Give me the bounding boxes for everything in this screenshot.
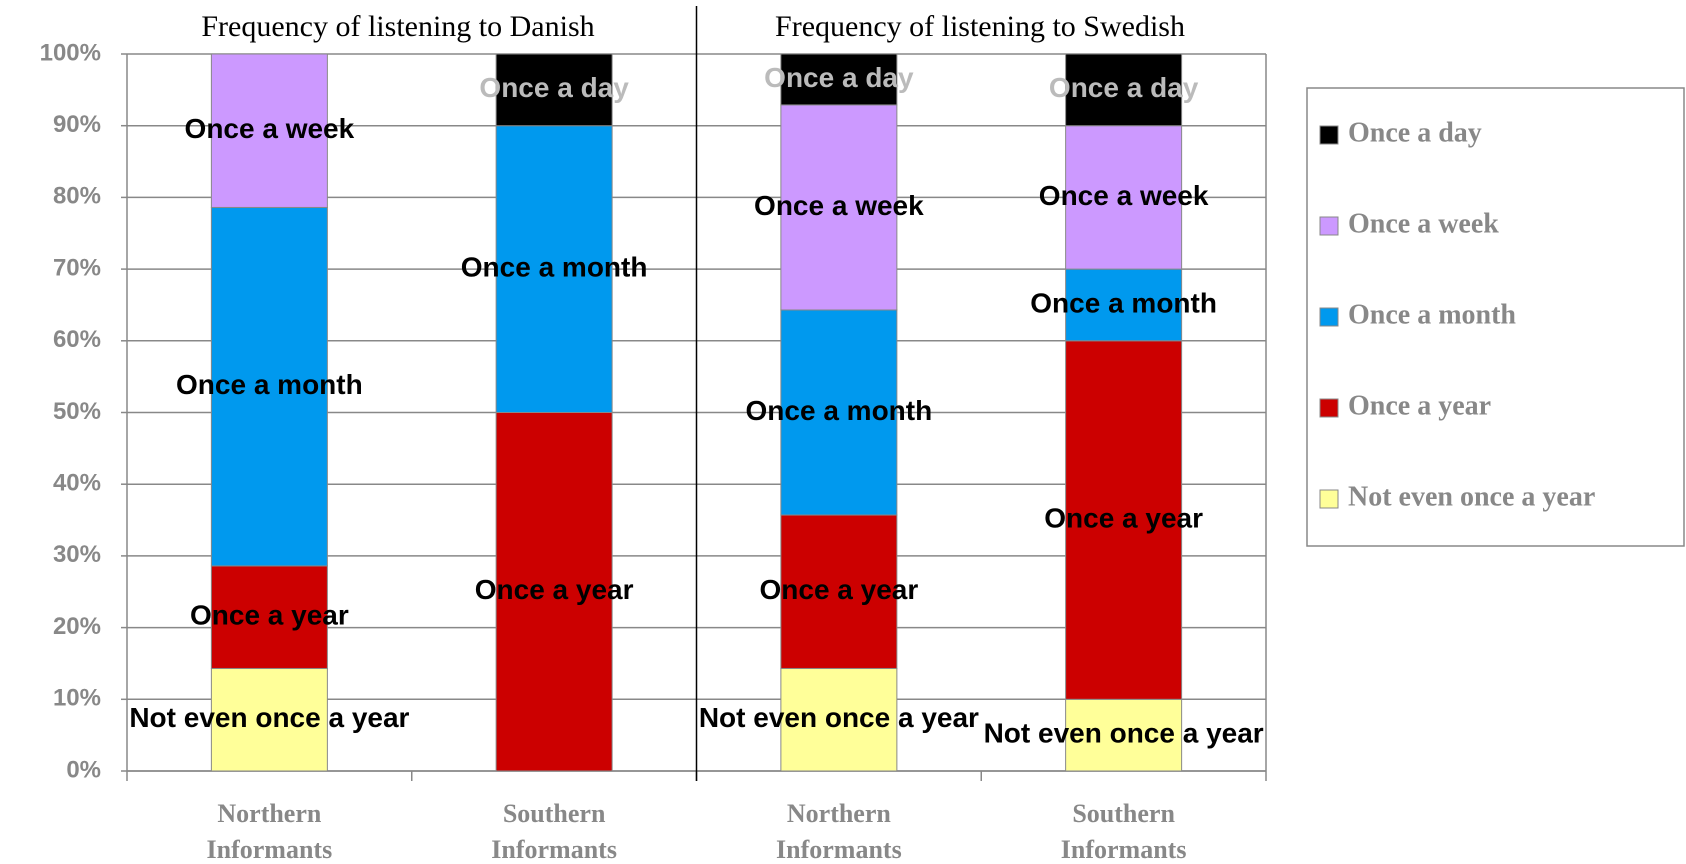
panel-title: Frequency of listening to Danish [201,10,594,43]
data-label: Once a week [754,190,924,221]
data-label: Once a month [176,369,363,400]
bar-segment [780,667,898,772]
bar-segment [210,53,328,208]
bar-segment [495,125,613,413]
legend-swatch [1319,307,1339,327]
bar-segment [780,53,898,106]
y-tick-label: 90% [53,111,101,138]
bar-segment [1065,340,1183,700]
data-label: Once a year [190,600,349,631]
bar-segment [210,667,328,772]
bar-segment [210,565,328,669]
bar-segment [1065,268,1183,342]
data-label: Once a month [461,251,648,282]
bar-segment [780,309,898,516]
bar-segment [495,53,613,127]
y-tick-label: 30% [53,541,101,568]
panel-title: Frequency of listening to Swedish [775,10,1185,43]
x-tick-label: Southern Informants [491,799,617,864]
bar-segment [495,412,613,772]
bar-segment [1065,698,1183,772]
legend-label: Once a month [1348,299,1516,330]
bar-segment [1065,53,1183,127]
data-label: Once a month [746,395,933,426]
data-label: Once a day [1049,72,1199,103]
legend-swatch [1319,216,1339,236]
data-label: Not even once a year [984,718,1264,749]
x-tick-label: Northern Informants [776,799,902,864]
y-tick-label: 20% [53,613,101,640]
data-label: Once a year [475,574,634,605]
legend-box [1306,87,1685,547]
legend-label: Not even once a year [1348,481,1595,512]
data-label: Once a month [1030,287,1217,318]
bar-segment [1065,125,1183,270]
y-tick-label: 80% [53,183,101,210]
x-tick-label: Northern Informants [207,799,333,864]
data-label: Once a day [764,62,914,93]
y-tick-label: 40% [53,470,101,497]
y-tick-label: 60% [53,326,101,353]
legend-swatch [1319,489,1339,509]
legend-label: Once a year [1348,390,1491,421]
y-tick-label: 100% [40,39,101,66]
data-label: Once a week [185,113,355,144]
y-tick-label: 70% [53,254,101,281]
data-label: Once a week [1039,180,1209,211]
legend-label: Once a day [1348,117,1482,148]
bar-segment [780,514,898,669]
data-label: Once a year [1044,502,1203,533]
data-label: Not even once a year [699,702,979,733]
bar-segment [780,104,898,311]
y-tick-label: 0% [66,756,101,783]
legend-swatch [1319,398,1339,418]
legend-swatch [1319,125,1339,145]
x-tick-label: Southern Informants [1061,799,1187,864]
data-label: Once a day [479,72,629,103]
y-tick-label: 50% [53,398,101,425]
data-label: Once a year [759,574,918,605]
data-label: Not even once a year [129,702,409,733]
y-tick-label: 10% [53,685,101,712]
legend-label: Once a week [1348,208,1499,239]
